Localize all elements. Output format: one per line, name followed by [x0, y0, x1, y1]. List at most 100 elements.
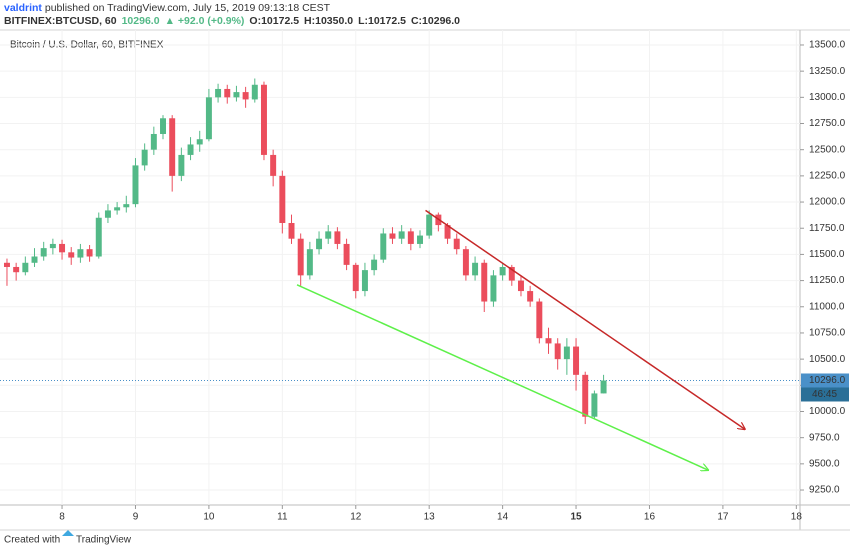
candle-body: [104, 210, 111, 218]
candle-body: [150, 133, 157, 150]
candle-body: [444, 225, 451, 239]
candle-body: [141, 149, 148, 166]
x-tick-label: 17: [717, 512, 729, 523]
y-tick-label: 11250.0: [809, 275, 845, 286]
candle-body: [527, 291, 534, 302]
candle-body: [481, 262, 488, 302]
candle-body: [352, 264, 359, 292]
candle-body: [306, 249, 313, 276]
x-tick-label: 11: [277, 512, 288, 523]
candle-body: [242, 92, 249, 100]
y-tick-label: 11500.0: [809, 249, 845, 260]
candle-body: [31, 256, 38, 263]
candle-body: [196, 139, 203, 145]
published: published on TradingView.com, July 15, 2…: [45, 2, 331, 14]
x-tick-label: 12: [350, 512, 362, 523]
candle-body: [132, 165, 139, 205]
candle-body: [499, 266, 506, 276]
x-tick-label: 13: [424, 512, 436, 523]
x-tick-label: 9: [133, 512, 139, 523]
candle-body: [472, 262, 479, 276]
countdown: 46:45: [812, 389, 837, 400]
candle-body: [371, 259, 378, 271]
candle-body: [224, 88, 231, 98]
candle-body: [114, 207, 121, 211]
candle-body: [40, 248, 47, 257]
candle-body: [297, 238, 304, 276]
candle-body: [582, 374, 589, 417]
footer-text: Created with: [4, 535, 60, 546]
candle-body: [187, 144, 194, 155]
candle-body: [325, 231, 332, 239]
candle-body: [233, 92, 240, 98]
last-price-badge: [801, 373, 849, 388]
candle-body: [361, 270, 368, 292]
candle-body: [49, 243, 56, 249]
candle-body: [334, 231, 341, 244]
y-tick-label: 11750.0: [809, 223, 845, 234]
candle-body: [545, 338, 552, 344]
y-tick-label: 9500.0: [809, 458, 840, 469]
candle-body: [453, 238, 460, 250]
y-tick-label: 10750.0: [809, 328, 846, 339]
candle-body: [417, 235, 423, 244]
x-tick-label: 15: [570, 512, 582, 523]
candle-body: [160, 118, 166, 134]
candle-body: [22, 262, 29, 273]
y-tick-label: 9750.0: [809, 432, 840, 443]
quote-value: ▲ +92.0 (+0.9%): [165, 15, 245, 27]
y-tick-label: 12500.0: [809, 144, 846, 155]
y-tick-label: 12250.0: [809, 171, 846, 182]
x-tick-label: 14: [497, 512, 509, 523]
y-tick-label: 9250.0: [809, 485, 840, 496]
candle-body: [536, 301, 543, 339]
candle-body: [517, 280, 524, 292]
candle-body: [3, 262, 10, 267]
candle-body: [316, 238, 323, 250]
candle-body: [13, 266, 20, 273]
y-tick-label: 11000.0: [809, 301, 845, 312]
candle-body: [490, 275, 497, 302]
y-tick-label: 13000.0: [809, 92, 846, 103]
symbol: BITFINEX:BTCUSD, 60: [4, 15, 117, 27]
candle-body: [288, 222, 295, 239]
candle-body: [600, 380, 607, 394]
candle-body: [343, 243, 350, 265]
candle-body: [279, 175, 286, 223]
last-price-label: 10296.0: [809, 375, 846, 386]
candle-body: [95, 217, 102, 257]
brand-logo: [62, 530, 74, 536]
candle-body: [205, 97, 212, 140]
x-tick-label: 16: [644, 512, 656, 523]
candle-body: [169, 118, 176, 176]
quote-value: O:10172.5: [249, 15, 299, 27]
quote-value: 10296.0: [122, 15, 160, 27]
y-tick-label: 12000.0: [809, 197, 846, 208]
y-tick-label: 12750.0: [809, 118, 846, 129]
trendline: [296, 284, 708, 470]
candle-body: [563, 346, 570, 360]
trendline: [425, 209, 745, 429]
x-tick-label: 18: [791, 512, 803, 523]
candle-body: [178, 154, 185, 176]
candle-body: [573, 346, 580, 375]
candle-body: [123, 204, 130, 208]
candle-body: [251, 84, 258, 100]
candle-body: [462, 249, 469, 276]
candle-body: [398, 231, 405, 239]
candle-body: [380, 233, 387, 260]
author[interactable]: valdrint: [4, 2, 42, 14]
quote-value: C:10296.0: [411, 15, 460, 27]
candle-body: [591, 393, 598, 417]
brand-name[interactable]: TradingView: [76, 535, 132, 546]
candle-body: [59, 243, 66, 253]
quote-value: H:10350.0: [304, 15, 353, 27]
publish-line: valdrint published on TradingView.com, J…: [4, 2, 331, 14]
y-tick-label: 13250.0: [809, 66, 846, 77]
candle-body: [508, 266, 515, 281]
candle-body: [215, 88, 222, 98]
quote-value: L:10172.5: [358, 15, 406, 27]
y-tick-label: 10500.0: [809, 354, 846, 365]
